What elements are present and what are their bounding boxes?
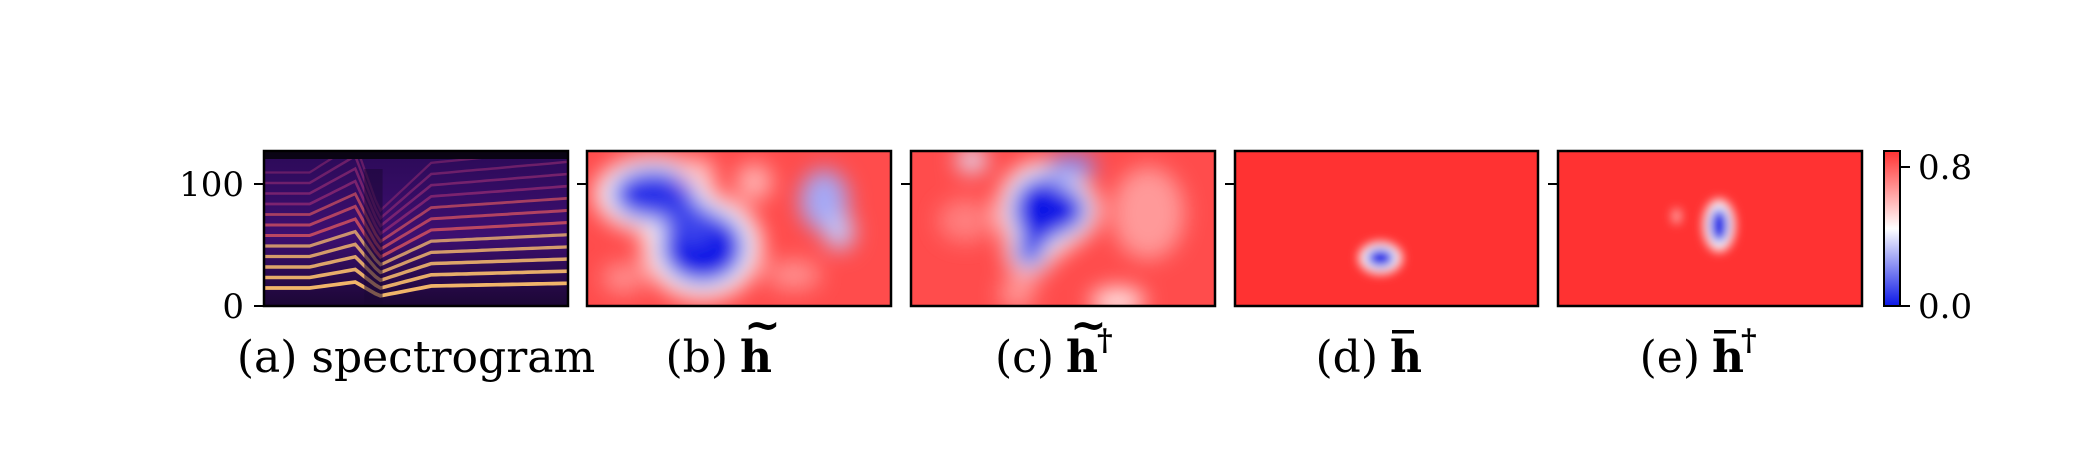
panel-a-spectrogram: (a) spectrogram: [237, 149, 595, 383]
panel-b-blob-8: [766, 259, 822, 291]
panel-a-frame: [262, 149, 570, 308]
panel-c-blob-4: [956, 151, 987, 173]
panel-b-frame: [585, 149, 893, 308]
caption-e-prefix: (e): [1640, 332, 1700, 383]
caption-d-symbol: h: [1390, 332, 1422, 383]
colorbar-gradient: [1883, 150, 1901, 307]
spectrogram-harmonic-10: [264, 154, 568, 221]
spectrogram-harmonic-7: [264, 191, 568, 244]
panel-b-blob-2: [663, 200, 718, 244]
spectrogram-gap: [364, 169, 383, 306]
caption-e-dagger: †: [1741, 323, 1757, 358]
panel-e-blob-1: [1672, 208, 1682, 224]
spectrogram-harmonic-5: [264, 217, 568, 259]
panel-d-background: [1235, 151, 1538, 306]
caption-e-bar: [1714, 330, 1736, 334]
caption-c-prefix: (c): [995, 332, 1054, 383]
panel-c-blob-6: [999, 278, 1036, 306]
caption-d: (d) h: [1316, 330, 1422, 383]
colorbar: 0.8 0.0: [1883, 148, 1972, 327]
panel-c-frame: [909, 149, 1217, 308]
caption-a: (a) spectrogram: [237, 332, 595, 383]
spectrogram-harmonic-2: [264, 254, 568, 283]
spectrogram-harmonic-1: [264, 267, 568, 290]
panel-d-blob-0: [1366, 248, 1395, 268]
caption-b-tilde: ~: [744, 300, 781, 351]
panel-c-blob-7: [1111, 166, 1185, 260]
spectrogram-harmonic-4: [264, 229, 568, 267]
panel-d-heatmap: (d) h: [1225, 149, 1540, 383]
colorbar-label-min: 0.0: [1918, 287, 1972, 327]
panel-e-blob-0: [1710, 208, 1729, 243]
caption-d-prefix: (d): [1316, 332, 1379, 383]
caption-b: (b) h ~: [666, 300, 781, 383]
panel-c-blob-8: [938, 199, 994, 243]
caption-c-dagger: †: [1097, 323, 1113, 358]
caption-e-symbol: h: [1712, 332, 1744, 383]
panel-d-frame: [1233, 149, 1540, 308]
panel-c-blob-3: [1047, 154, 1097, 179]
panel-b-blob-7: [602, 262, 645, 294]
caption-b-prefix: (b): [666, 332, 729, 383]
spectrogram-harmonic-3: [264, 242, 568, 275]
panel-b-heatmap: (b) h ~: [577, 149, 893, 383]
panel-c-blob-5: [1090, 287, 1146, 306]
caption-c-tilde: ~: [1070, 300, 1107, 351]
caption-c-symbol: h: [1066, 332, 1098, 383]
spectrogram-top-edge: [264, 151, 568, 159]
caption-c: (c) h ~ †: [995, 300, 1113, 383]
panel-b-blob-6: [735, 163, 773, 201]
colorbar-label-max: 0.8: [1918, 148, 1972, 188]
panel-c-heatmap: (c) h ~ †: [901, 149, 1217, 383]
caption-d-bar: [1392, 330, 1414, 334]
y-axis: 100 0: [179, 165, 264, 327]
panel-c-blob-1: [1038, 186, 1088, 234]
caption-b-symbol: h: [740, 332, 772, 383]
y-tick-label-0: 0: [222, 287, 244, 327]
panel-e-frame: [1556, 149, 1864, 308]
y-tick-label-100: 100: [179, 165, 244, 205]
spectrogram-harmonic-8: [264, 179, 568, 236]
spectrogram-harmonic-6: [264, 204, 568, 252]
panel-c-blob-2: [1014, 236, 1045, 268]
panel-b-blob-4: [824, 213, 855, 251]
caption-e: (e) h †: [1640, 323, 1757, 383]
spectrogram-harmonic-0: [264, 280, 568, 298]
panel-e-heatmap: (e) h †: [1548, 149, 1864, 383]
spectrogram-harmonic-9: [264, 166, 568, 228]
panel-b-blob-5: [678, 158, 715, 187]
